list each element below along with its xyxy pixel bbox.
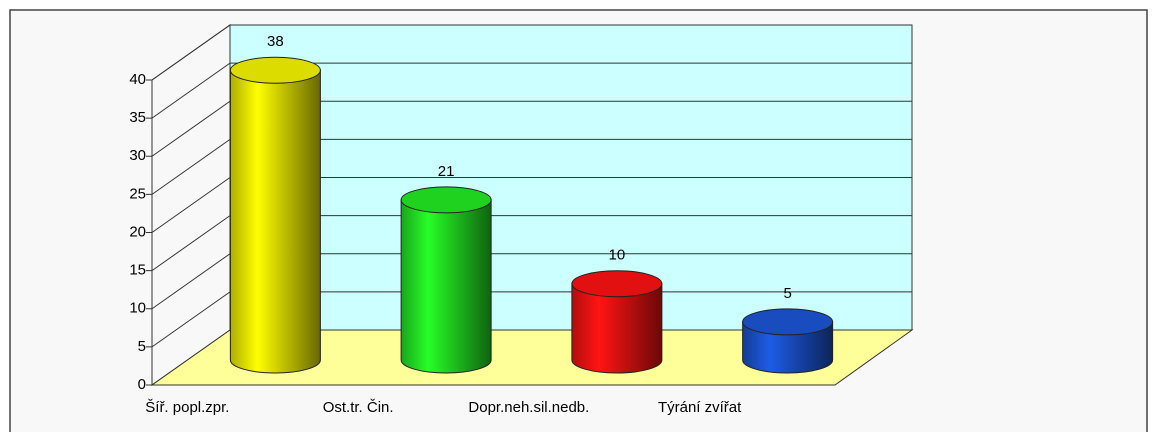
x-tick-label: Ost.tr. Čin. xyxy=(323,399,394,416)
grid-line xyxy=(151,24,231,81)
y-tick-label: 20 xyxy=(129,223,146,240)
x-tick-label: Týrání zvířat xyxy=(658,399,742,416)
x-tick-label: Šíř. popl.zpr. xyxy=(145,399,229,416)
bar xyxy=(571,283,663,374)
y-tick-label: 5 xyxy=(138,338,146,355)
y-tick-label: 25 xyxy=(129,185,146,202)
grid-line xyxy=(151,215,231,272)
y-tick-label: 30 xyxy=(129,147,146,164)
value-label: 10 xyxy=(609,247,626,264)
bar-top xyxy=(742,308,834,336)
grid-line xyxy=(151,291,231,348)
bar xyxy=(400,199,492,374)
y-tick-label: 40 xyxy=(129,71,146,88)
bar-top xyxy=(400,186,492,214)
bar xyxy=(229,69,321,374)
x-tick-label: Dopr.neh.sil.nedb. xyxy=(468,399,589,416)
value-label: 21 xyxy=(438,163,455,180)
y-tick-label: 15 xyxy=(129,262,146,279)
grid-line xyxy=(151,253,231,310)
value-label: 5 xyxy=(783,285,791,302)
grid-line xyxy=(151,177,231,233)
grid-line xyxy=(151,100,231,157)
value-label: 38 xyxy=(267,33,284,50)
y-tick-label: 35 xyxy=(129,109,146,126)
bar-top xyxy=(229,56,321,84)
grid-line xyxy=(151,62,231,119)
grid-line xyxy=(151,138,231,195)
bar-top xyxy=(571,270,663,298)
bar xyxy=(742,321,834,374)
y-tick-label: 10 xyxy=(129,300,146,317)
y-tick-label: 0 xyxy=(138,376,146,393)
